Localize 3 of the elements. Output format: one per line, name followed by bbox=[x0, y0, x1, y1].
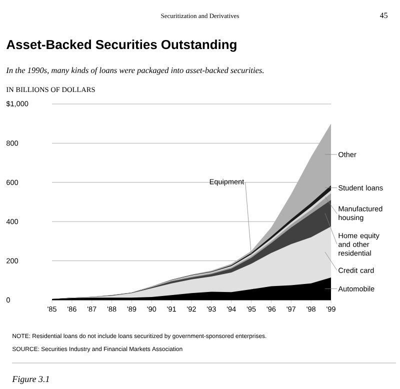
chart-title: Asset-Backed Securities Outstanding bbox=[6, 40, 236, 52]
caption: Figure 3.1 bbox=[12, 376, 49, 384]
chart-subtitle: In the 1990s, many kinds of loans were packaged into asset-backed securities. bbox=[6, 67, 264, 75]
